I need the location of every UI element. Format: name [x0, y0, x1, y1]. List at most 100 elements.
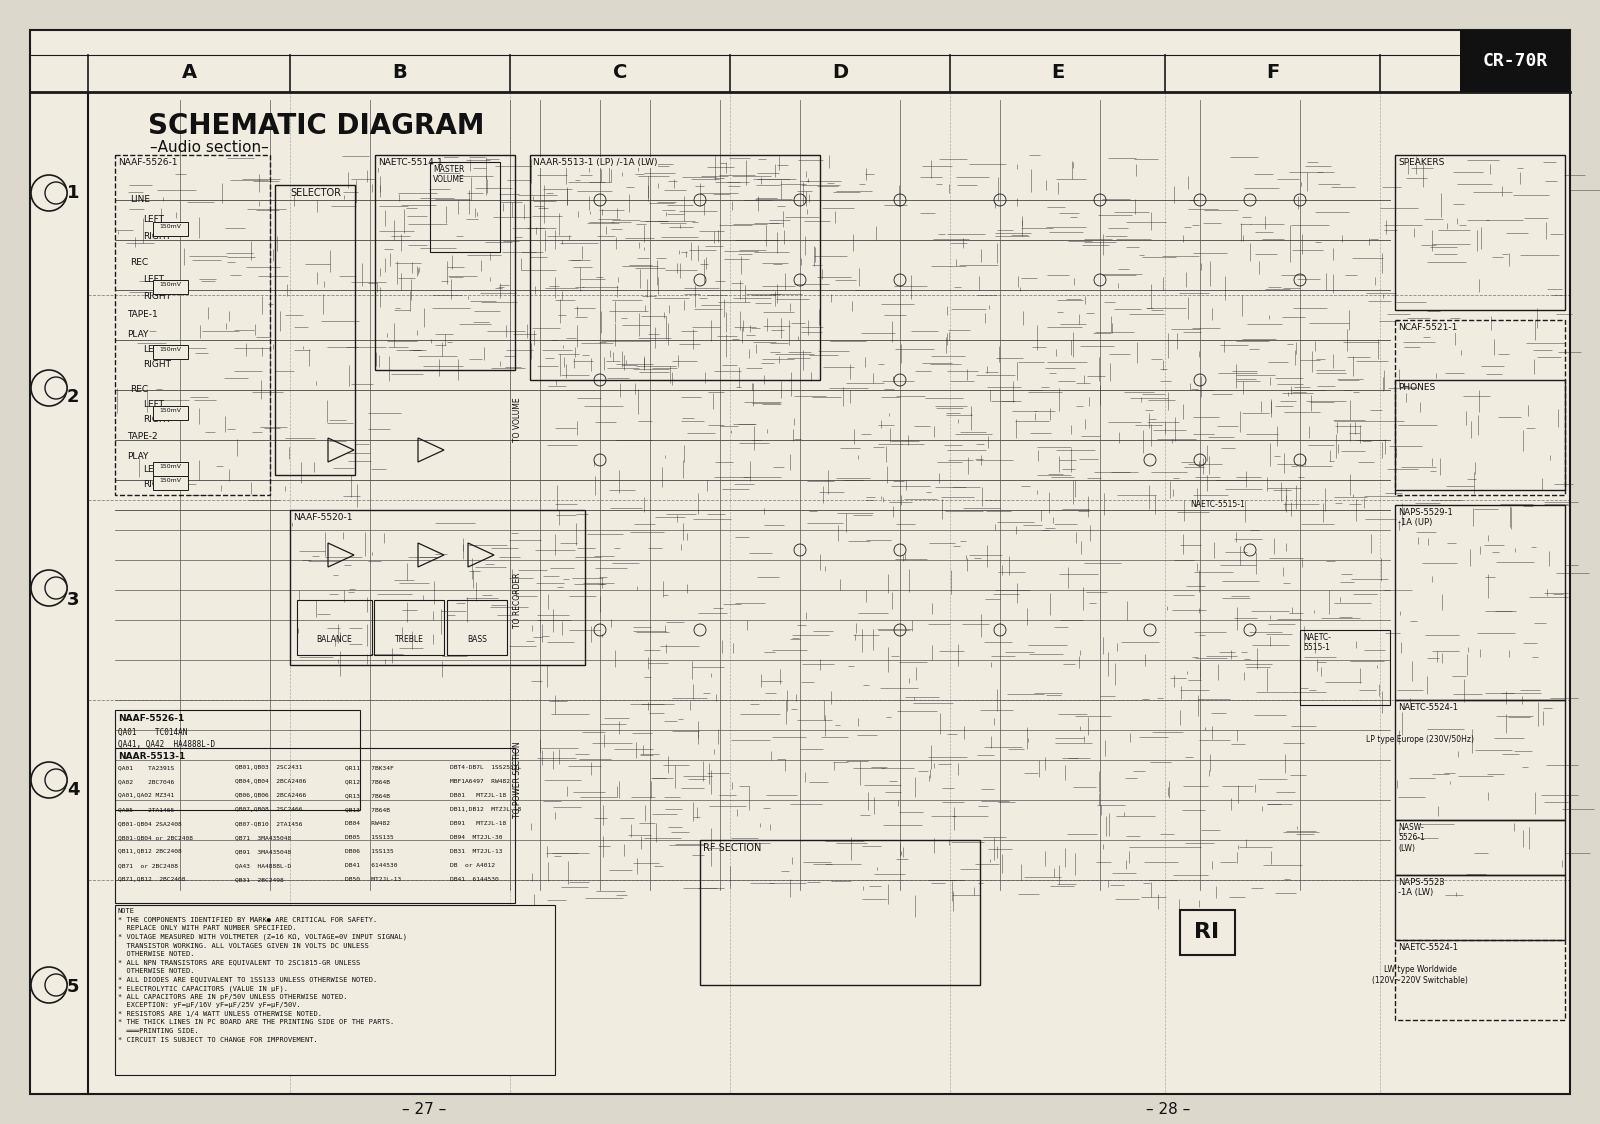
Text: QB07,QB08  2SC2466: QB07,QB08 2SC2466 — [235, 807, 302, 812]
Text: QB01-QB04 2SA2408: QB01-QB04 2SA2408 — [118, 821, 182, 826]
Text: NOTE
* THE COMPONENTS IDENTIFIED BY MARK● ARE CRITICAL FOR SAFETY.
  REPLACE ONL: NOTE * THE COMPONENTS IDENTIFIED BY MARK… — [118, 908, 406, 1042]
Text: LEFT: LEFT — [142, 215, 165, 224]
Text: NAAF-5526-1: NAAF-5526-1 — [118, 714, 184, 723]
Text: 150mV: 150mV — [158, 408, 181, 413]
Circle shape — [45, 182, 67, 203]
Text: QA43  HA4888L-D: QA43 HA4888L-D — [235, 863, 291, 868]
Text: QR13   7B64B: QR13 7B64B — [346, 794, 390, 798]
Text: E: E — [1051, 63, 1064, 82]
Bar — [1395, 874, 1565, 940]
Bar — [154, 406, 189, 420]
Text: RIGHT: RIGHT — [142, 480, 171, 489]
Text: RIGHT: RIGHT — [142, 360, 171, 369]
Bar — [1395, 320, 1565, 495]
Text: DB05   1SS135: DB05 1SS135 — [346, 835, 394, 840]
Text: QB71  3MA435048: QB71 3MA435048 — [235, 835, 291, 840]
Text: NAETC-5514-1: NAETC-5514-1 — [378, 158, 443, 167]
Text: LW type Worldwide
(120V~220V Switchable): LW type Worldwide (120V~220V Switchable) — [1373, 966, 1467, 985]
Text: NAETC-
5515-1: NAETC- 5515-1 — [1302, 633, 1331, 652]
Text: QB91  3MA435048: QB91 3MA435048 — [235, 849, 291, 854]
Bar — [1395, 505, 1565, 700]
Text: LEFT: LEFT — [142, 275, 165, 284]
Text: QB04,QB04  2BCA2406: QB04,QB04 2BCA2406 — [235, 779, 306, 785]
Text: LP type Europe (230V/50Hz): LP type Europe (230V/50Hz) — [1366, 735, 1474, 744]
Circle shape — [45, 975, 67, 996]
Text: NAETC-5524-1: NAETC-5524-1 — [1398, 702, 1458, 711]
Text: QA41, QA42  HA4888L-D: QA41, QA42 HA4888L-D — [118, 740, 214, 749]
Bar — [115, 710, 360, 810]
Bar — [374, 600, 445, 655]
Text: 5: 5 — [67, 978, 80, 996]
Text: RF SECTION: RF SECTION — [702, 843, 762, 853]
Text: RIGHT: RIGHT — [142, 232, 171, 241]
Text: QB01-QB04 or 2BC2408: QB01-QB04 or 2BC2408 — [118, 835, 194, 840]
Text: BALANCE: BALANCE — [317, 635, 352, 644]
Text: QR12   7B64B: QR12 7B64B — [346, 779, 390, 785]
Text: F: F — [1266, 63, 1278, 82]
Text: SPEAKERS: SPEAKERS — [1398, 158, 1445, 167]
Text: DB94  MT2JL-30: DB94 MT2JL-30 — [450, 835, 502, 840]
Text: 150mV: 150mV — [158, 464, 181, 469]
Text: QA01,QA02 MZ341: QA01,QA02 MZ341 — [118, 794, 174, 798]
Bar — [701, 840, 979, 985]
Text: QA05    2TA1465: QA05 2TA1465 — [118, 807, 174, 812]
Text: PLAY: PLAY — [126, 330, 149, 339]
Text: NASW-
5526-1
(LW): NASW- 5526-1 (LW) — [1398, 823, 1426, 853]
Bar — [115, 747, 515, 903]
Text: BASS: BASS — [467, 635, 486, 644]
Text: PLAY: PLAY — [126, 452, 149, 461]
Text: DB06   1SS135: DB06 1SS135 — [346, 849, 394, 854]
Text: 1: 1 — [67, 184, 80, 202]
Text: SCHEMATIC DIAGRAM: SCHEMATIC DIAGRAM — [147, 112, 485, 140]
Text: DBT4-DB7L  1SS2533L: DBT4-DB7L 1SS2533L — [450, 765, 522, 770]
Bar — [530, 155, 819, 380]
Text: DB  or A4012: DB or A4012 — [450, 863, 494, 868]
Text: LEFT: LEFT — [142, 400, 165, 409]
Text: DB91   MTZJL-18: DB91 MTZJL-18 — [450, 821, 506, 826]
Bar — [154, 223, 189, 236]
Bar — [154, 280, 189, 294]
Text: QR11   7BK34F: QR11 7BK34F — [346, 765, 394, 770]
Text: – 28 –: – 28 – — [1146, 1103, 1190, 1117]
Text: – 27 –: – 27 – — [402, 1103, 446, 1117]
Bar — [154, 345, 189, 359]
Bar — [1395, 155, 1565, 310]
Text: DB50   MT2JL-13: DB50 MT2JL-13 — [346, 877, 402, 882]
Text: TAPE-2: TAPE-2 — [126, 432, 158, 441]
Text: QA02    2BC7046: QA02 2BC7046 — [118, 779, 174, 785]
Bar — [275, 185, 355, 475]
Text: QB11,QB12 2BC2408: QB11,QB12 2BC2408 — [118, 849, 182, 854]
Text: 2: 2 — [67, 389, 80, 407]
Bar — [115, 905, 555, 1075]
Text: QB07-QB10  2TA1456: QB07-QB10 2TA1456 — [235, 821, 302, 826]
Text: 150mV: 150mV — [158, 282, 181, 287]
Text: SELECTOR: SELECTOR — [290, 188, 341, 198]
Text: CR-70R: CR-70R — [1482, 52, 1547, 70]
Bar — [298, 600, 371, 655]
Text: NCAF-5521-1: NCAF-5521-1 — [1398, 323, 1458, 332]
Text: NAETC-5515-1: NAETC-5515-1 — [1190, 500, 1245, 509]
Text: TAPE-1: TAPE-1 — [126, 310, 158, 319]
Text: TREBLE: TREBLE — [395, 635, 424, 644]
Bar — [290, 510, 586, 665]
Text: NAAF-5520-1: NAAF-5520-1 — [293, 513, 352, 522]
Bar — [374, 155, 515, 370]
Text: TO POWER SECTION: TO POWER SECTION — [514, 742, 523, 818]
Text: DB31  MT2JL-13: DB31 MT2JL-13 — [450, 849, 502, 854]
Text: RIGHT: RIGHT — [142, 292, 171, 301]
Text: DB04   RW482: DB04 RW482 — [346, 821, 390, 826]
Text: 4: 4 — [67, 781, 80, 799]
Text: G: G — [1467, 63, 1483, 82]
Text: PHONES: PHONES — [1398, 383, 1435, 392]
Text: LEFT: LEFT — [142, 465, 165, 474]
Text: DB11,DB12  MTZJL-18: DB11,DB12 MTZJL-18 — [450, 807, 522, 812]
Circle shape — [45, 769, 67, 791]
Circle shape — [45, 377, 67, 399]
Bar — [1459, 30, 1570, 92]
Text: LINE: LINE — [130, 194, 150, 203]
Text: RI: RI — [1195, 922, 1219, 942]
Text: DB01   MTZJL-18: DB01 MTZJL-18 — [450, 794, 506, 798]
Text: QB06,QB06  2BCA2466: QB06,QB06 2BCA2466 — [235, 794, 306, 798]
Bar — [115, 155, 270, 495]
Bar — [1395, 380, 1565, 490]
